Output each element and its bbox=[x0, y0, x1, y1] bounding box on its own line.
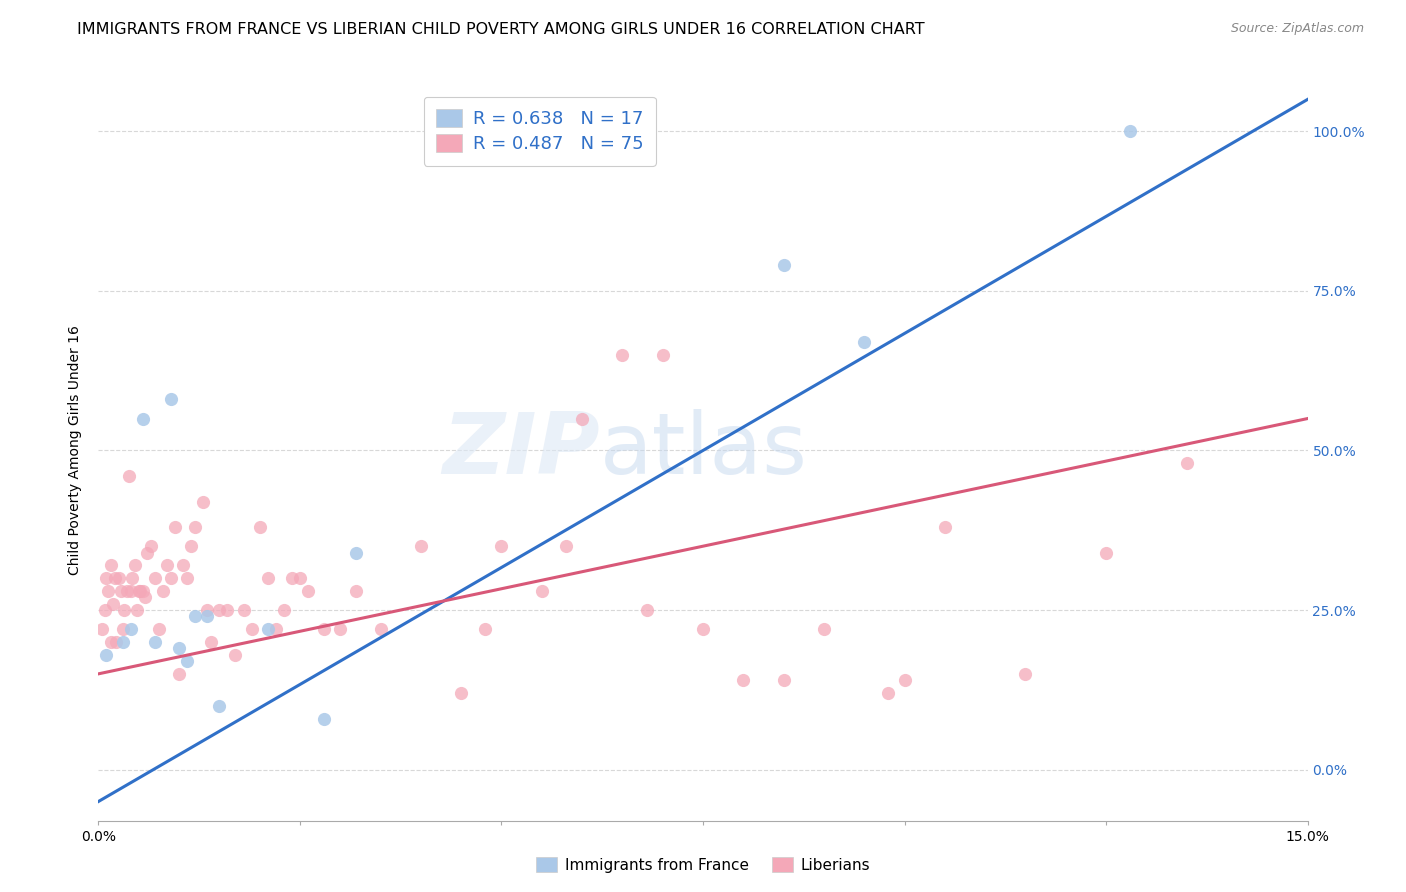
Point bbox=[281, 571, 304, 585]
Point bbox=[176, 654, 198, 668]
Point bbox=[772, 259, 794, 273]
Point bbox=[167, 641, 190, 656]
Point bbox=[491, 539, 513, 553]
Point bbox=[184, 609, 207, 624]
Point bbox=[163, 520, 186, 534]
Point bbox=[314, 622, 336, 636]
Point bbox=[344, 545, 367, 559]
Point bbox=[176, 571, 198, 585]
Point bbox=[135, 545, 157, 559]
Point bbox=[107, 571, 129, 585]
Point bbox=[692, 622, 714, 636]
Point bbox=[264, 622, 287, 636]
Point bbox=[91, 622, 114, 636]
Point bbox=[120, 622, 142, 636]
Point bbox=[101, 597, 124, 611]
Point bbox=[96, 648, 118, 662]
Point bbox=[530, 583, 553, 598]
Point bbox=[129, 583, 152, 598]
Point bbox=[160, 392, 183, 407]
Point bbox=[636, 603, 658, 617]
Point bbox=[105, 635, 128, 649]
Point bbox=[370, 622, 392, 636]
Point bbox=[120, 583, 142, 598]
Point bbox=[208, 603, 231, 617]
Point bbox=[288, 571, 311, 585]
Point bbox=[1095, 545, 1118, 559]
Point bbox=[256, 571, 278, 585]
Point bbox=[1119, 124, 1142, 138]
Point bbox=[208, 698, 231, 713]
Point bbox=[249, 520, 271, 534]
Point bbox=[934, 520, 956, 534]
Point bbox=[232, 603, 254, 617]
Y-axis label: Child Poverty Among Girls Under 16: Child Poverty Among Girls Under 16 bbox=[69, 326, 83, 575]
Point bbox=[224, 648, 246, 662]
Point bbox=[409, 539, 432, 553]
Point bbox=[121, 571, 143, 585]
Point bbox=[148, 622, 170, 636]
Point bbox=[180, 539, 202, 553]
Point bbox=[118, 469, 141, 483]
Point bbox=[772, 673, 794, 688]
Point bbox=[240, 622, 263, 636]
Point bbox=[733, 673, 755, 688]
Point bbox=[96, 571, 118, 585]
Text: ZIP: ZIP bbox=[443, 409, 600, 492]
Point bbox=[134, 591, 156, 605]
Point bbox=[152, 583, 174, 598]
Point bbox=[813, 622, 835, 636]
Point bbox=[184, 520, 207, 534]
Point bbox=[273, 603, 295, 617]
Point bbox=[156, 558, 179, 573]
Point bbox=[103, 571, 125, 585]
Point bbox=[112, 603, 135, 617]
Point bbox=[195, 603, 218, 617]
Point bbox=[111, 622, 134, 636]
Point bbox=[167, 666, 190, 681]
Point bbox=[314, 712, 336, 726]
Point bbox=[100, 635, 122, 649]
Point bbox=[143, 571, 166, 585]
Point bbox=[1175, 456, 1198, 470]
Point bbox=[571, 411, 593, 425]
Point bbox=[256, 622, 278, 636]
Text: atlas: atlas bbox=[600, 409, 808, 492]
Point bbox=[1014, 666, 1036, 681]
Point bbox=[143, 635, 166, 649]
Point bbox=[132, 411, 155, 425]
Point bbox=[115, 583, 138, 598]
Point bbox=[139, 539, 162, 553]
Point bbox=[128, 583, 150, 598]
Point bbox=[555, 539, 578, 553]
Point bbox=[297, 583, 319, 598]
Point bbox=[127, 603, 149, 617]
Point bbox=[651, 348, 673, 362]
Point bbox=[200, 635, 222, 649]
Point bbox=[100, 558, 122, 573]
Text: Source: ZipAtlas.com: Source: ZipAtlas.com bbox=[1230, 22, 1364, 36]
Point bbox=[124, 558, 146, 573]
Point bbox=[474, 622, 496, 636]
Point bbox=[132, 583, 155, 598]
Point bbox=[329, 622, 352, 636]
Point bbox=[217, 603, 239, 617]
Point bbox=[172, 558, 194, 573]
Point bbox=[853, 334, 876, 349]
Legend: R = 0.638   N = 17, R = 0.487   N = 75: R = 0.638 N = 17, R = 0.487 N = 75 bbox=[423, 96, 655, 166]
Point bbox=[450, 686, 472, 700]
Point bbox=[110, 583, 132, 598]
Point bbox=[193, 494, 215, 508]
Legend: Immigrants from France, Liberians: Immigrants from France, Liberians bbox=[530, 851, 876, 879]
Point bbox=[344, 583, 367, 598]
Point bbox=[94, 603, 117, 617]
Point bbox=[877, 686, 900, 700]
Point bbox=[160, 571, 183, 585]
Text: IMMIGRANTS FROM FRANCE VS LIBERIAN CHILD POVERTY AMONG GIRLS UNDER 16 CORRELATIO: IMMIGRANTS FROM FRANCE VS LIBERIAN CHILD… bbox=[77, 22, 925, 37]
Point bbox=[111, 635, 134, 649]
Point bbox=[893, 673, 915, 688]
Point bbox=[195, 609, 218, 624]
Point bbox=[97, 583, 120, 598]
Point bbox=[612, 348, 634, 362]
